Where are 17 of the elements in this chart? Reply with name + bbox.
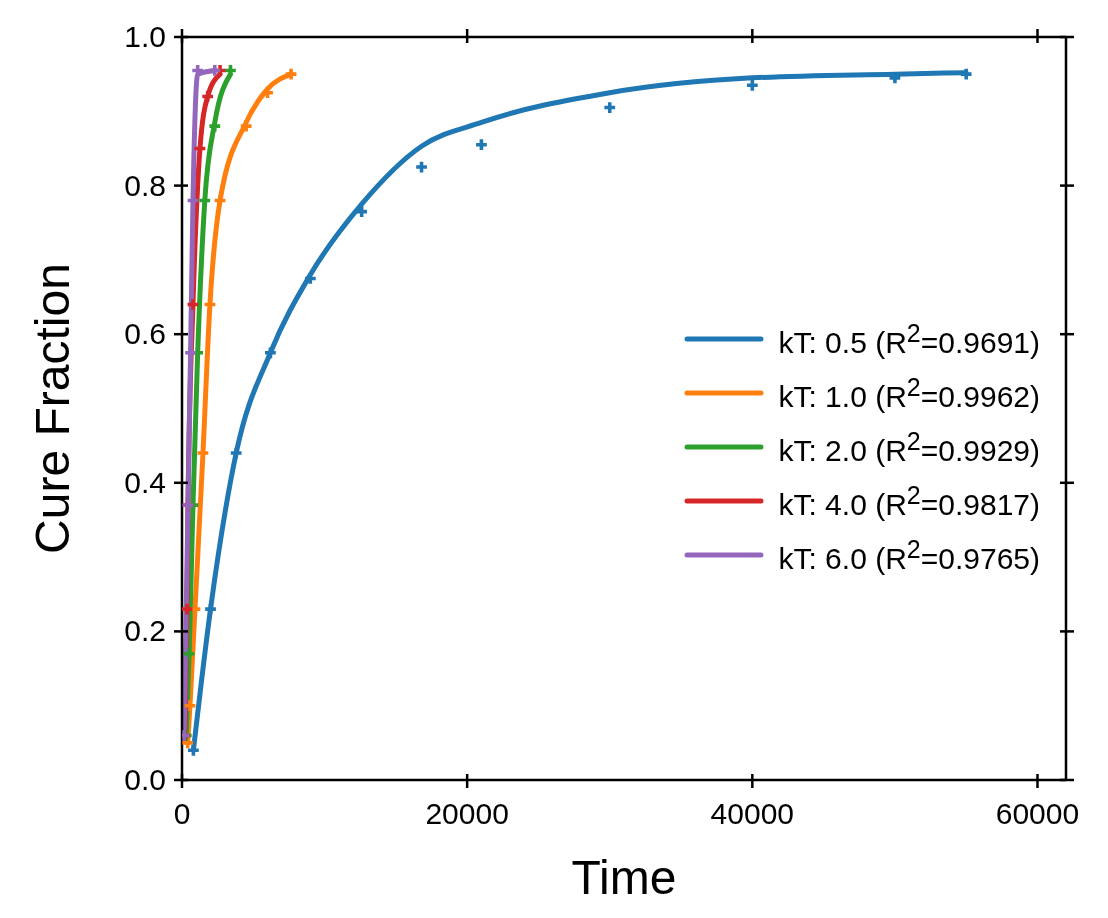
x-tick-label: 60000 [995, 797, 1080, 830]
y-tick-label: 0.8 [124, 168, 166, 202]
y-tick-label: 0.4 [124, 465, 166, 499]
y-tick-label: 0.6 [124, 317, 166, 351]
legend-label: kT: 6.0 (R$^{2}$=0.9765) [778, 534, 1040, 576]
y-tick-label: 1.0 [124, 20, 166, 53]
legend-label: kT: 4.0 (R$^{2}$=0.9817) [778, 480, 1040, 522]
x-tick-label: 40000 [710, 797, 795, 830]
y-tick-label: 0.0 [124, 763, 166, 796]
y-tick-label: 0.2 [124, 614, 166, 648]
legend-label: kT: 1.0 (R$^{2}$=0.9962) [778, 372, 1040, 414]
x-axis-title: Time [571, 851, 677, 904]
x-tick-label: 20000 [425, 797, 509, 830]
legend-label: kT: 0.5 (R$^{2}$=0.9691) [778, 318, 1040, 360]
x-tick-label: 0 [173, 797, 191, 830]
y-axis-title: Cure Fraction [26, 263, 80, 554]
legend-label: kT: 2.0 (R$^{2}$=0.9929) [778, 426, 1040, 468]
